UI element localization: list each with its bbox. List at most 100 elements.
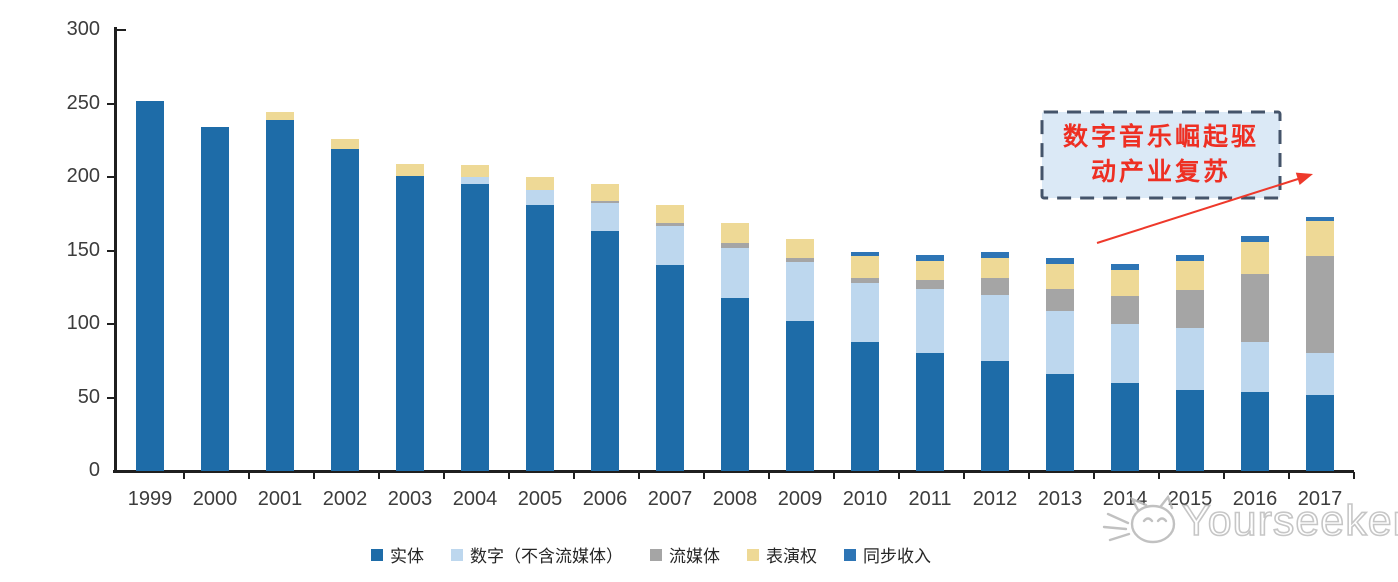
- x-tick-label-2009: 2009: [777, 488, 823, 510]
- bar-segment-2004-performance-rights: [461, 165, 489, 177]
- y-axis-line: [114, 27, 117, 473]
- bar-segment-2016-performance-rights: [1241, 241, 1269, 274]
- x-tick-2007: [702, 472, 705, 479]
- bar-segment-2013-physical: [1046, 373, 1074, 471]
- bar-segment-2017-physical: [1306, 394, 1334, 471]
- x-axis-line: [113, 470, 1354, 473]
- bar-segment-2015-sync-revenue: [1176, 254, 1204, 261]
- y-tick-label-150: 150: [66, 238, 100, 261]
- y-tick-label-100: 100: [66, 312, 100, 334]
- bar-segment-2012-digital-excl-streaming: [981, 294, 1009, 361]
- bar-segment-2009-performance-rights: [786, 238, 814, 258]
- x-tick-2000: [247, 472, 250, 479]
- legend-swatch-sync-revenue: [844, 548, 856, 561]
- x-tick-label-2011: 2011: [908, 488, 952, 510]
- watermark: Yourseeker: [1100, 492, 1398, 550]
- bar-segment-2014-streaming: [1111, 296, 1139, 324]
- bar-segment-2012-performance-rights: [981, 257, 1009, 279]
- y-axis-top-tick: [117, 29, 126, 31]
- x-tick-label-2005: 2005: [517, 488, 563, 510]
- bar-segment-2015-digital-excl-streaming: [1176, 328, 1204, 391]
- bar-segment-2006-performance-rights: [591, 184, 619, 201]
- y-tick-50: [107, 396, 115, 399]
- bar-segment-2010-sync-revenue: [851, 251, 879, 257]
- legend-item-streaming: 流媒体: [650, 542, 720, 567]
- x-tick-2010: [897, 472, 900, 479]
- bar-segment-2011-streaming: [916, 279, 944, 289]
- bar-segment-2008-performance-rights: [721, 222, 749, 244]
- bar-segment-2008-physical: [721, 297, 749, 471]
- annotation-line-2: 动产业复苏: [1090, 158, 1231, 186]
- watermark-text: Yourseeker: [1181, 496, 1398, 546]
- bar-segment-2011-digital-excl-streaming: [916, 288, 944, 354]
- bar-segment-2013-digital-excl-streaming: [1046, 310, 1074, 374]
- x-tick-2016: [1287, 472, 1290, 479]
- x-tick-label-1999: 1999: [127, 488, 173, 510]
- y-tick-label-250: 250: [66, 91, 100, 114]
- bar-segment-2003-performance-rights: [396, 163, 424, 176]
- x-tick-label-2006: 2006: [582, 488, 628, 510]
- bar-segment-2000-physical: [201, 127, 229, 471]
- yourseeker-logo-cat-icon: [1102, 494, 1176, 544]
- x-tick-label-2008: 2008: [712, 488, 758, 510]
- bar-segment-2012-streaming: [981, 278, 1009, 295]
- x-tick-2012: [1027, 472, 1030, 479]
- annotation-line-1: 数字音乐崛起驱: [1062, 123, 1259, 151]
- x-tick-label-2002: 2002: [322, 488, 368, 510]
- x-tick-label-2003: 2003: [387, 488, 433, 510]
- x-tick-2001: [312, 472, 315, 479]
- bar-segment-2010-physical: [851, 341, 879, 471]
- legend-swatch-performance-rights: [747, 548, 759, 561]
- x-tick-label-2010: 2010: [842, 488, 888, 510]
- bar-segment-2011-physical: [916, 353, 944, 471]
- bar-segment-2015-performance-rights: [1176, 260, 1204, 291]
- x-tick-2004: [507, 472, 510, 479]
- y-tick-250: [107, 102, 115, 105]
- bar-segment-2005-performance-rights: [526, 177, 554, 191]
- legend-label-physical: 实体: [390, 547, 424, 566]
- bar-segment-2011-sync-revenue: [916, 254, 944, 261]
- bar-segment-2004-digital-excl-streaming: [461, 177, 489, 185]
- x-tick-2003: [442, 472, 445, 479]
- bar-segment-2006-digital-excl-streaming: [591, 203, 619, 232]
- bar-segment-2017-streaming: [1306, 256, 1334, 354]
- x-tick-label-2004: 2004: [452, 488, 498, 510]
- bar-segment-2015-physical: [1176, 390, 1204, 471]
- x-tick-2014: [1157, 472, 1160, 479]
- x-tick-label-2016: 2016: [1232, 488, 1278, 510]
- bar-segment-2011-performance-rights: [916, 260, 944, 280]
- x-tick-2011: [962, 472, 965, 479]
- bar-segment-2007-physical: [656, 265, 684, 471]
- annotation-arrowhead-icon: [1295, 172, 1313, 185]
- bar-segment-2014-sync-revenue: [1111, 263, 1139, 270]
- y-tick-200: [107, 176, 115, 178]
- x-tick-label-2000: 2000: [192, 488, 238, 510]
- bar-segment-2016-digital-excl-streaming: [1241, 341, 1269, 392]
- x-tick-2005: [572, 472, 575, 479]
- bar-segment-2017-sync-revenue: [1306, 216, 1334, 222]
- bar-segment-2013-sync-revenue: [1046, 257, 1074, 264]
- legend-swatch-streaming: [650, 548, 662, 561]
- legend-label-performance-rights: 表演权: [766, 547, 817, 566]
- legend-item-physical: 实体: [371, 542, 424, 567]
- bar-segment-2005-physical: [526, 204, 554, 471]
- bar-segment-2001-physical: [266, 119, 294, 471]
- bar-segment-2017-digital-excl-streaming: [1306, 353, 1334, 395]
- legend-swatch-physical: [371, 548, 383, 561]
- annotation-callout: 数字音乐崛起驱 动产业复苏: [1042, 112, 1280, 198]
- legend-label-streaming: 流媒体: [669, 547, 720, 566]
- bar-segment-2009-physical: [786, 321, 814, 471]
- x-tick-2002: [377, 472, 380, 479]
- legend-label-digital-excl-streaming: 数字（不含流媒体）: [470, 547, 623, 566]
- x-tick-label-2015: 2015: [1167, 488, 1213, 510]
- x-tick-label-2012: 2012: [972, 488, 1018, 510]
- x-tick-label-2007: 2007: [647, 488, 693, 510]
- bar-segment-2008-streaming: [721, 243, 749, 248]
- bar-segment-2014-digital-excl-streaming: [1111, 324, 1139, 383]
- bar-segment-2006-physical: [591, 231, 619, 471]
- bar-segment-2016-sync-revenue: [1241, 235, 1269, 242]
- bar-segment-2015-streaming: [1176, 290, 1204, 329]
- bar-segment-2008-digital-excl-streaming: [721, 247, 749, 298]
- bar-segment-2007-streaming: [656, 222, 684, 226]
